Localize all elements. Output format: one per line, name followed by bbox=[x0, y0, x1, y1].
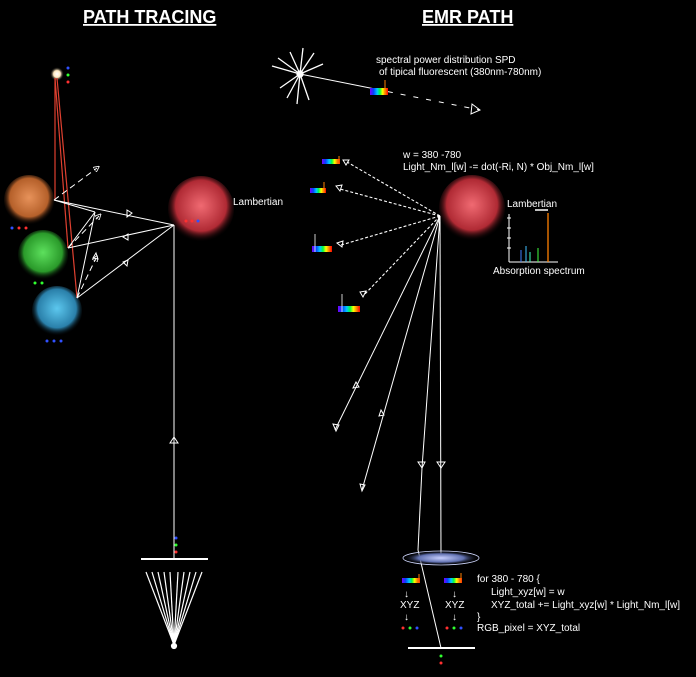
title-path-tracing: PATH TRACING bbox=[83, 7, 216, 27]
xyz-spectra bbox=[402, 573, 462, 583]
arrow-down-1: ↓ bbox=[404, 589, 409, 600]
lambertian-label-left: Lambertian bbox=[233, 197, 283, 208]
absorption-label: Absorption spectrum bbox=[493, 266, 585, 277]
spd-ray-gaps bbox=[379, 89, 479, 111]
code-bottom-line1: for 380 - 780 { bbox=[477, 574, 540, 585]
title-emr-path: EMR PATH bbox=[422, 7, 513, 27]
code-bottom-line3: XYZ_total += Light_xyz[w] * Light_Nm_l[w… bbox=[491, 600, 680, 611]
left-arrow-heads bbox=[92, 209, 179, 444]
sphere-blue bbox=[32, 286, 82, 343]
spd-label-line2: of tipical fluorescent (380nm-780nm) bbox=[379, 67, 541, 78]
right-dashed-rays bbox=[339, 161, 441, 296]
absorption-spectrum-chart bbox=[507, 213, 558, 263]
arrow-down-2: ↓ bbox=[452, 589, 457, 600]
right-outgoing-rays bbox=[334, 215, 442, 649]
lens bbox=[402, 550, 480, 566]
sphere-orange bbox=[4, 175, 54, 230]
sphere-green bbox=[18, 230, 68, 285]
spd-spectrum-swatch bbox=[370, 88, 388, 95]
xyz-label-b: XYZ bbox=[445, 600, 464, 611]
lambertian-label-right: Lambertian bbox=[507, 199, 557, 210]
code-bottom-line4: } bbox=[477, 612, 481, 623]
left-pixel-dots bbox=[174, 536, 178, 554]
sphere-red-left bbox=[168, 176, 234, 242]
code-bottom-line5: RGB_pixel = XYZ_total bbox=[477, 623, 580, 634]
spd-arrow-head bbox=[470, 103, 481, 115]
left-red-rays bbox=[54, 77, 78, 299]
right-light-source-star bbox=[271, 47, 324, 105]
code-top-line1: w = 380 -780 bbox=[402, 150, 462, 161]
arrow-down-3: ↓ bbox=[404, 612, 409, 623]
right-pixel-dots bbox=[439, 654, 443, 665]
spd-ray-solid bbox=[299, 73, 481, 111]
arrow-down-4: ↓ bbox=[452, 612, 457, 623]
left-light-source bbox=[50, 66, 70, 84]
left-dashed-rays bbox=[53, 168, 99, 299]
incoming-spectra bbox=[310, 156, 360, 312]
sphere-red-right bbox=[439, 175, 505, 241]
xyz-pixel-dots bbox=[401, 626, 463, 630]
right-outgoing-arrow-heads bbox=[332, 380, 446, 493]
left-camera-sensor bbox=[141, 558, 208, 650]
code-top-line2: Light_Nm_l[w] -= dot(-Ri, N) * Obj_Nm_l[… bbox=[403, 162, 594, 173]
spd-label-line1: spectral power distribution SPD bbox=[376, 55, 516, 66]
code-bottom-line2: Light_xyz[w] = w bbox=[491, 587, 565, 598]
xyz-label-a: XYZ bbox=[400, 600, 419, 611]
right-arrow-heads bbox=[335, 159, 367, 299]
left-white-rays bbox=[53, 199, 175, 560]
